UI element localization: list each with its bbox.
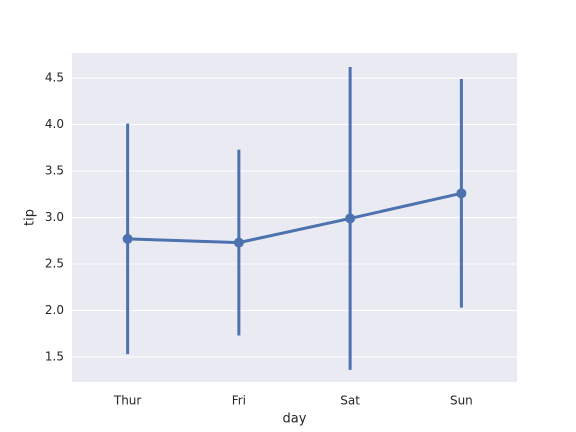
x-axis-label: day (283, 412, 307, 427)
line (127, 191, 462, 245)
point (345, 213, 356, 224)
x-tick-label: Sat (340, 394, 360, 408)
point (122, 233, 133, 244)
point (233, 237, 244, 248)
y-axis-label: tip (23, 209, 38, 226)
y-tick-label: 4.0 (45, 117, 64, 131)
y-tick-label: 4.5 (45, 71, 64, 85)
x-tick-label: Sun (450, 394, 473, 408)
y-tick-label: 2.0 (45, 303, 64, 317)
x-tick-label: Fri (232, 394, 246, 408)
x-tick-label: Thur (113, 394, 142, 408)
y-tick-label: 3.5 (45, 164, 64, 178)
y-tick-label: 3.0 (45, 210, 64, 224)
point (456, 188, 467, 199)
y-tick-label: 1.5 (45, 349, 64, 363)
y-tick-label: 2.5 (45, 256, 64, 270)
